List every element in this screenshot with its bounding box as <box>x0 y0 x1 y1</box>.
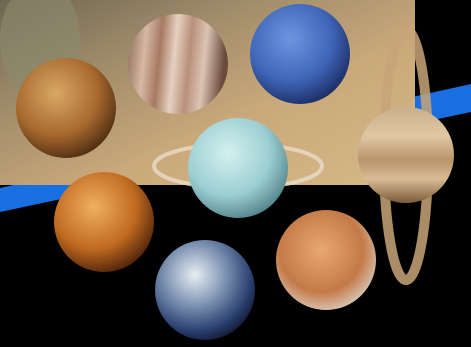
venus <box>54 172 154 272</box>
mercury <box>16 58 116 158</box>
mars <box>276 210 376 310</box>
uranus <box>188 118 288 218</box>
earth <box>155 240 255 340</box>
saturn <box>358 107 454 203</box>
jupiter <box>128 14 228 114</box>
neptune <box>250 4 350 104</box>
